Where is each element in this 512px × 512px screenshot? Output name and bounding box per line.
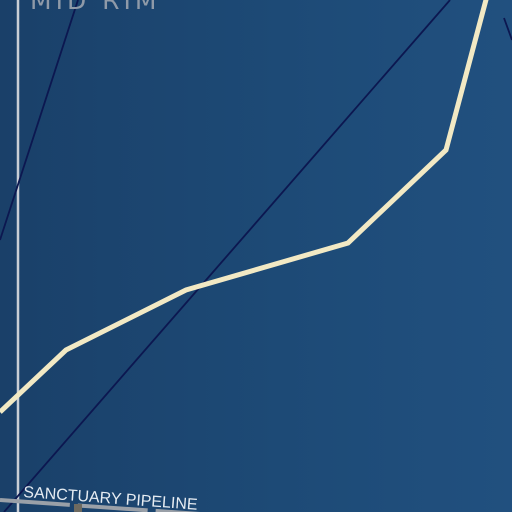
trade-route-line xyxy=(0,0,78,240)
trade-route-line xyxy=(4,0,450,512)
hyperlane-route[interactable] xyxy=(0,0,487,412)
region-label: MID RIM xyxy=(30,0,160,15)
trade-route-line xyxy=(504,18,512,40)
